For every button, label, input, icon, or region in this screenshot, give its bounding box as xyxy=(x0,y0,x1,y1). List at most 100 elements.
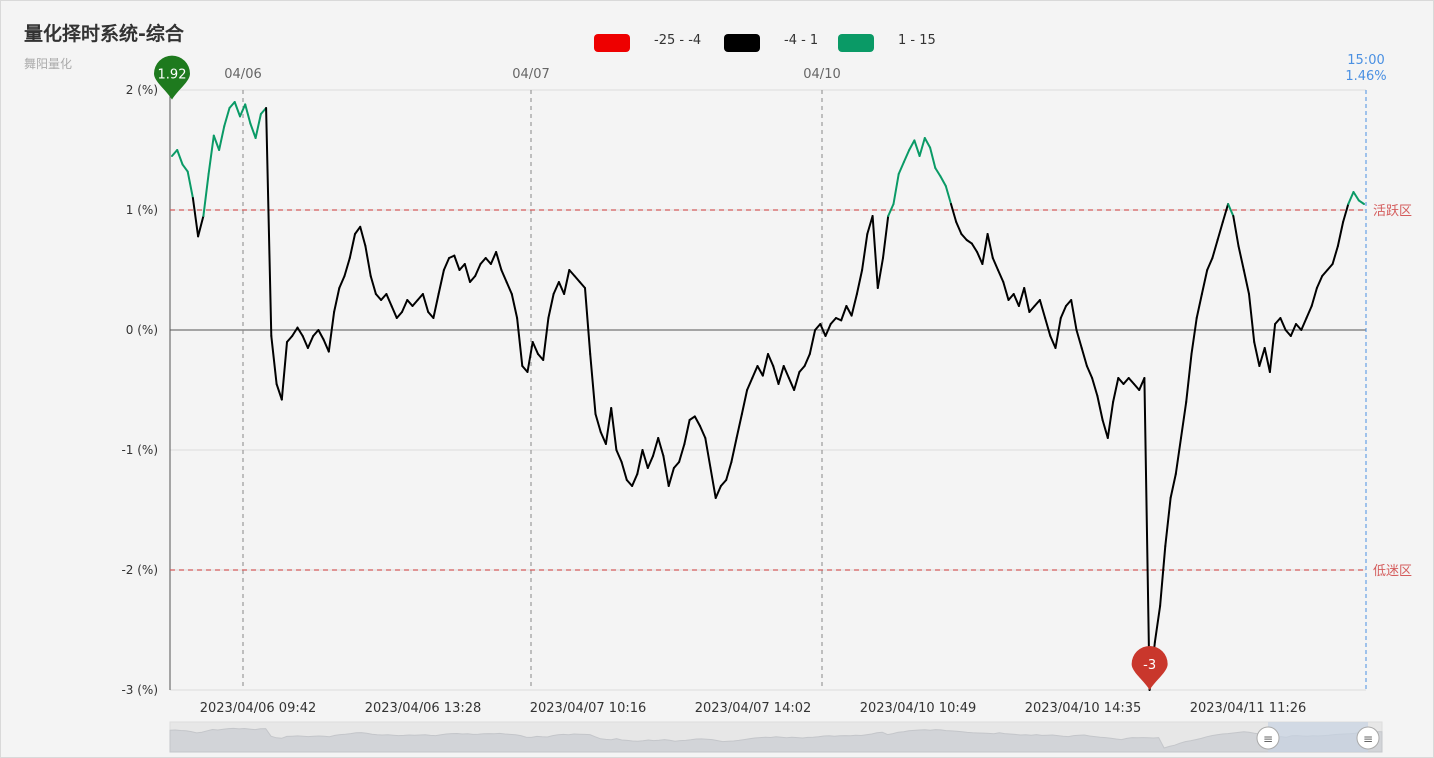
legend-label-mid: -4 - 1 xyxy=(784,33,819,48)
series-segment xyxy=(1295,323,1303,331)
series-segment xyxy=(1336,221,1345,247)
series-segment xyxy=(489,251,498,265)
series-segment xyxy=(714,485,722,499)
series-segment xyxy=(986,233,994,259)
x-tick-label: 2023/04/10 10:49 xyxy=(860,701,977,716)
series-segment xyxy=(1347,191,1355,205)
series-segment xyxy=(646,455,654,469)
series-segment xyxy=(599,431,607,445)
series-segment xyxy=(719,479,728,487)
series-segment xyxy=(1357,199,1365,205)
series-segment xyxy=(1352,191,1360,202)
day-label: 04/07 xyxy=(512,67,549,82)
series-segment xyxy=(1321,269,1329,277)
series-segment xyxy=(1169,473,1177,499)
series-segment xyxy=(876,257,884,289)
series-segment xyxy=(1127,377,1135,385)
series-segment xyxy=(730,437,738,463)
series-segment xyxy=(918,137,926,157)
series-segment xyxy=(197,215,205,238)
series-segment xyxy=(1054,317,1062,349)
y-tick-label: -3 (%) xyxy=(121,683,158,697)
series-segment xyxy=(270,335,278,385)
series-segment xyxy=(808,329,817,355)
series-segment xyxy=(552,281,560,295)
series-segment xyxy=(704,437,712,469)
series-segment xyxy=(798,365,806,373)
series-segment xyxy=(615,449,623,463)
series-segment xyxy=(1164,497,1172,547)
series-segment xyxy=(500,269,508,283)
series-segment xyxy=(212,134,221,151)
series-segment xyxy=(244,103,252,125)
series-segment xyxy=(432,293,440,319)
series-segment xyxy=(652,437,660,457)
series-segment xyxy=(557,281,566,295)
series-segment xyxy=(578,281,586,289)
series-segment xyxy=(453,254,461,271)
y-tick-label: 1 (%) xyxy=(126,203,158,217)
series-segment xyxy=(338,275,346,289)
series-segment xyxy=(981,233,989,265)
chart-title: 量化择时系统-综合 xyxy=(24,23,184,45)
threshold-label: 活跃区 xyxy=(1373,204,1412,219)
series-segment xyxy=(861,233,869,271)
series-segment xyxy=(1274,317,1282,325)
series-segment xyxy=(636,449,644,475)
series-segment xyxy=(767,353,775,367)
series-segment xyxy=(589,353,597,415)
series-segment xyxy=(505,281,513,295)
series-segment xyxy=(976,251,984,265)
series-segment xyxy=(380,293,388,301)
series-segment xyxy=(793,371,801,391)
series-segment xyxy=(1070,299,1078,331)
series-segment xyxy=(620,461,628,481)
zoom-handle-right[interactable] xyxy=(1356,726,1380,750)
series-segment xyxy=(374,293,383,301)
series-segment xyxy=(437,269,445,295)
legend-label-low: -25 - -4 xyxy=(654,33,702,48)
series-segment xyxy=(1342,203,1350,223)
series-segment xyxy=(657,437,665,457)
zoom-handle-left[interactable] xyxy=(1256,726,1280,750)
cursor-value: 1.46% xyxy=(1345,69,1386,84)
series-segment xyxy=(756,365,764,377)
series-segment xyxy=(265,107,273,337)
series-segment xyxy=(897,161,905,175)
series-segment xyxy=(327,311,336,353)
series-segment xyxy=(191,197,200,238)
series-segment xyxy=(672,461,681,469)
series-segment xyxy=(463,263,471,283)
series-segment xyxy=(322,338,330,353)
series-segment xyxy=(871,215,879,289)
series-segment xyxy=(181,163,189,173)
series-segment xyxy=(709,467,717,499)
series-segment xyxy=(364,245,372,277)
series-segment xyxy=(1117,377,1125,385)
series-segment xyxy=(1038,299,1047,319)
series-segment xyxy=(997,269,1005,283)
series-segment xyxy=(782,365,790,379)
series-segment xyxy=(1065,299,1073,307)
series-segment xyxy=(1326,263,1334,271)
series-segment xyxy=(840,305,848,322)
series-segment xyxy=(1028,305,1036,313)
series-segment xyxy=(631,473,639,487)
series-segment xyxy=(249,122,257,139)
series-segment xyxy=(547,293,555,319)
series-segment xyxy=(563,269,571,295)
series-segment xyxy=(301,335,309,349)
series-segment xyxy=(333,287,341,313)
series-segment xyxy=(1279,317,1287,331)
series-segment xyxy=(824,323,832,337)
max-marker-label: 1.92 xyxy=(158,68,187,83)
series-segment xyxy=(866,215,874,235)
y-tick-label: 2 (%) xyxy=(126,83,158,97)
series-segment xyxy=(819,323,827,337)
series-segment xyxy=(693,415,701,427)
legend-swatch-high xyxy=(838,34,874,52)
series-segment xyxy=(427,311,435,319)
series-segment xyxy=(751,365,759,379)
series-segment xyxy=(1091,377,1099,397)
series-segment xyxy=(1096,395,1104,421)
